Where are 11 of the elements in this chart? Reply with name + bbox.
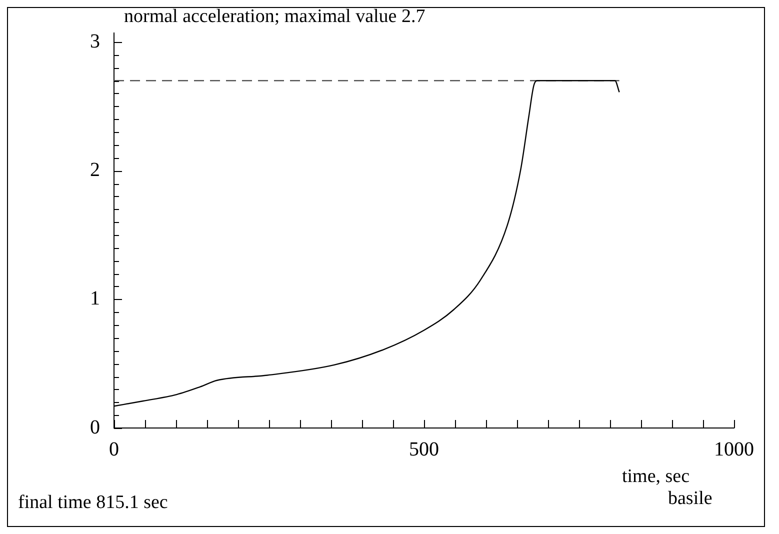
y-tick-label: 2 [90,158,100,181]
chart-title: normal acceleration; maximal value 2.7 [124,6,426,28]
y-tick-label: 1 [90,288,100,310]
x-tick-label: 0 [109,438,119,460]
y-tick-label: 0 [90,416,100,438]
x-axis-title: time, sec [622,466,690,488]
x-tick-label: 500 [409,438,439,460]
text: final time 815.1 sec [18,492,168,514]
text: basile [668,488,712,510]
y-tick-label: 3 [90,30,100,52]
x-tick-label: 1000 [714,438,754,460]
